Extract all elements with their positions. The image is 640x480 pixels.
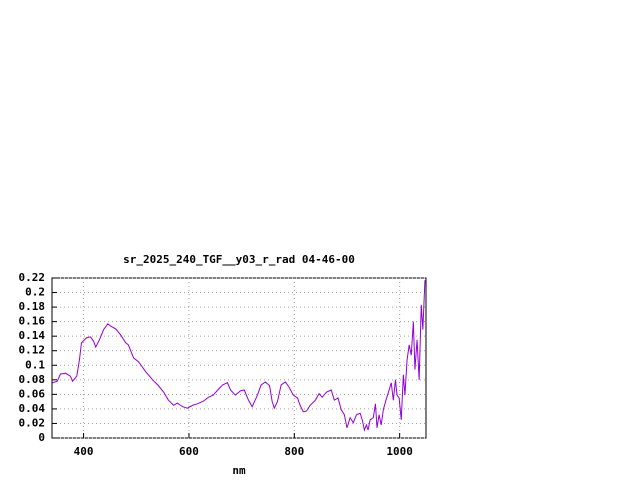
y-tick-label: 0.04 [19, 402, 46, 415]
x-tick-label: 1000 [386, 445, 413, 458]
y-tick-label: 0 [38, 431, 45, 444]
plot-frame [51, 277, 427, 439]
x-axis-label: nm [232, 464, 246, 477]
y-tick-label: 0.02 [19, 416, 46, 429]
y-tick-label: 0.12 [19, 344, 46, 357]
y-tick-label: 0.1 [25, 358, 45, 371]
data-line [52, 280, 426, 432]
x-tick-label: 600 [179, 445, 199, 458]
x-tick-label: 800 [284, 445, 304, 458]
x-tick-label: 400 [74, 445, 94, 458]
y-tick-label: 0.08 [19, 373, 46, 386]
y-tick-label: 0.2 [25, 286, 45, 299]
y-tick-label: 0.14 [19, 329, 46, 342]
y-tick-label: 0.06 [19, 387, 46, 400]
y-tick-label: 0.16 [19, 315, 46, 328]
y-tick-label: 0.18 [19, 300, 46, 313]
chart-title: sr_2025_240_TGF__y03_r_rad 04-46-00 [123, 253, 355, 266]
y-tick-label: 0.22 [19, 271, 46, 284]
